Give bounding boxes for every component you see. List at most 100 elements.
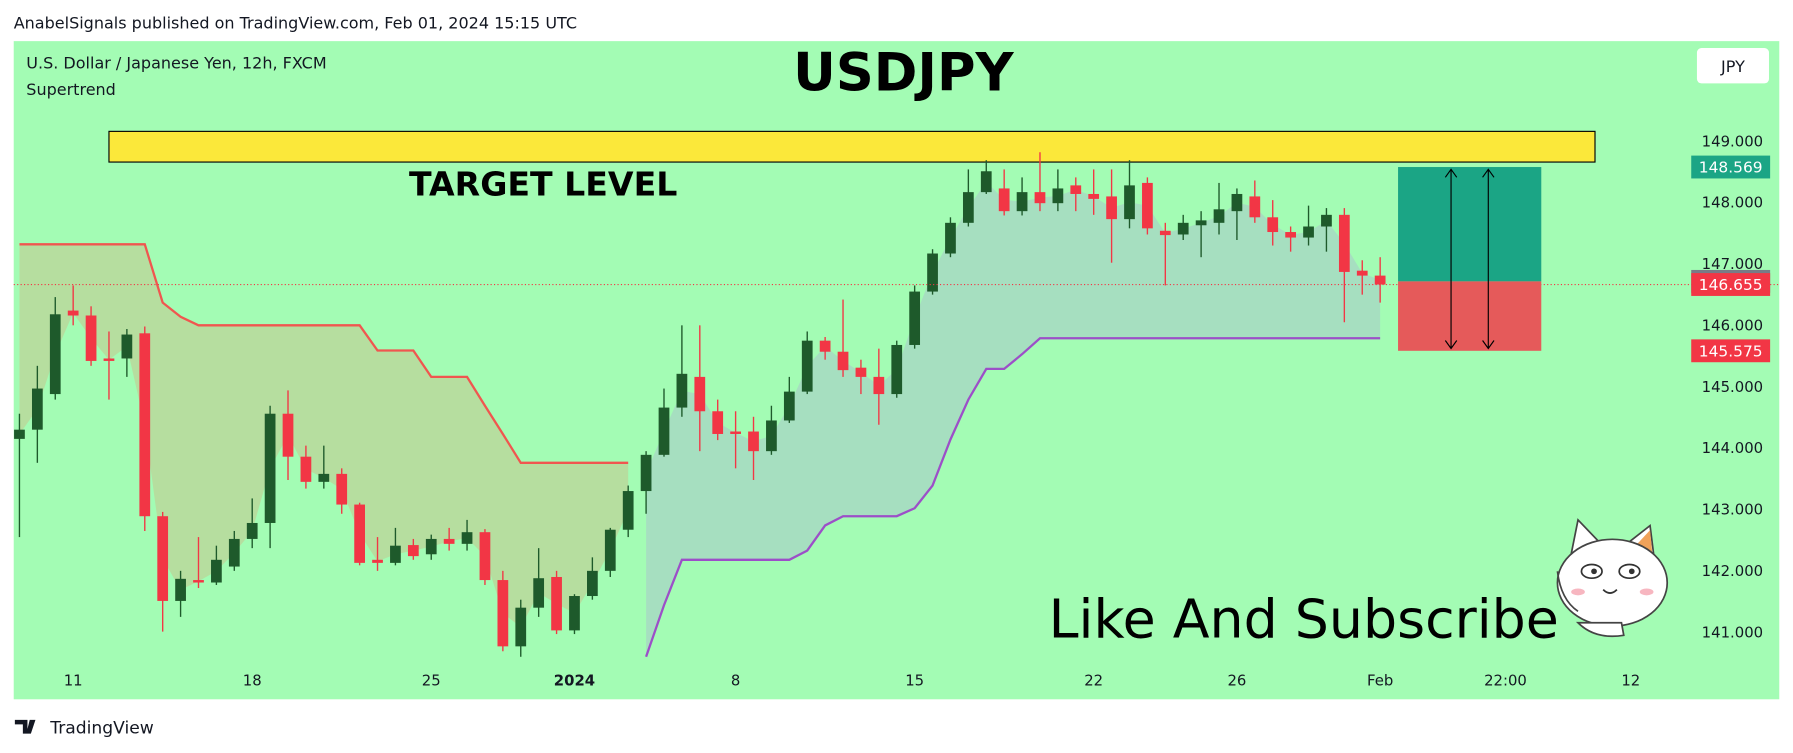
candle-body xyxy=(1106,196,1117,220)
candle-body xyxy=(1195,220,1207,226)
candle-body xyxy=(640,454,652,492)
candle-body xyxy=(837,351,849,371)
candle-body xyxy=(1267,217,1279,233)
x-tick-label: 22:00 xyxy=(1484,672,1527,690)
x-tick-label: 15 xyxy=(905,672,924,690)
candle-body xyxy=(103,358,115,361)
stop-price-tag: 145.575 xyxy=(1699,343,1763,361)
candle-body xyxy=(1321,214,1332,227)
x-tick-label: 18 xyxy=(243,672,262,690)
last-price-tag: 146.655 xyxy=(1699,276,1763,294)
target-price-tag: 148.569 xyxy=(1699,159,1763,177)
candle-body xyxy=(819,340,831,352)
candle-body xyxy=(1177,222,1189,235)
candle-body xyxy=(157,516,169,601)
candle-body xyxy=(1124,185,1135,220)
candle-body xyxy=(1231,193,1243,212)
symbol-legend: U.S. Dollar / Japanese Yen, 12h, FXCM xyxy=(26,54,326,73)
candle-body xyxy=(515,607,527,647)
candle-body xyxy=(1338,214,1350,272)
y-tick-label: 141.000 xyxy=(1702,623,1763,641)
candle-body xyxy=(569,596,580,631)
candle-body xyxy=(193,580,204,583)
candle-body xyxy=(67,310,79,316)
plot: 141.000 142.000 143.000 144.000 145.000 146.0… xyxy=(13,130,1780,690)
candle-body xyxy=(998,188,1010,212)
candle-body xyxy=(1249,196,1261,218)
supertrend-fill xyxy=(19,244,629,628)
target-label: TARGET LEVEL xyxy=(409,164,677,203)
candle-body xyxy=(748,431,759,452)
x-tick-label: 12 xyxy=(1621,672,1640,690)
candle-body xyxy=(712,411,724,434)
candle-body xyxy=(282,413,294,457)
candle-body xyxy=(694,376,706,412)
candle-body xyxy=(461,532,473,544)
annotation: Like And Subscribe xyxy=(1049,588,1559,651)
candle-body xyxy=(962,192,974,223)
x-tick-label: Feb xyxy=(1367,672,1393,690)
target-price-tag-box xyxy=(1691,155,1771,179)
currency-label[interactable]: JPY xyxy=(1720,57,1745,76)
candle-body xyxy=(1034,192,1046,204)
candle-body xyxy=(121,334,133,359)
candle-body xyxy=(587,570,598,597)
y-tick-label: 149.000 xyxy=(1702,132,1763,150)
currency-button[interactable] xyxy=(1696,47,1769,84)
candle-body xyxy=(211,559,222,583)
candle-body xyxy=(1159,230,1171,236)
publish-header: AnabelSignals published on TradingView.c… xyxy=(14,14,577,33)
x-tick-label: 8 xyxy=(731,672,740,690)
chart-title: USDJPY xyxy=(793,42,1014,103)
candle-body xyxy=(622,491,634,530)
candle-body xyxy=(801,340,813,392)
candle-body xyxy=(909,291,921,345)
candle-body xyxy=(658,407,670,455)
cat-sticker xyxy=(1556,518,1669,638)
candle-body xyxy=(604,529,616,571)
x-tick-label: 25 xyxy=(422,672,441,690)
candle-body xyxy=(49,314,61,395)
candle-body xyxy=(425,538,437,555)
y-tick-label: 142.000 xyxy=(1702,562,1763,580)
candle-body xyxy=(300,456,312,482)
supertrend-line xyxy=(645,337,1381,658)
y-tick-label: 145.000 xyxy=(1702,378,1763,396)
candle-body xyxy=(766,420,777,452)
position-loss xyxy=(1398,281,1542,351)
candle-body xyxy=(551,576,562,631)
candle-body xyxy=(730,431,741,434)
candle-body xyxy=(873,376,885,395)
target-zone xyxy=(108,130,1596,163)
candle-body xyxy=(318,473,330,482)
x-tick-label: 2024 xyxy=(554,672,595,690)
position-arrow xyxy=(1482,168,1495,350)
stop-price-tag-box xyxy=(1691,339,1771,363)
candle-body xyxy=(533,578,545,608)
candle-body xyxy=(1142,182,1153,229)
candle-body xyxy=(390,545,401,563)
position-profit xyxy=(1398,167,1542,282)
candle-body xyxy=(980,171,992,193)
candle-body xyxy=(1070,185,1082,194)
candle-body xyxy=(175,578,186,601)
candle-body xyxy=(1088,193,1100,199)
candle-body xyxy=(1052,188,1064,204)
footer-brand: TradingView xyxy=(49,719,154,739)
x-tick-label: 22 xyxy=(1084,672,1103,690)
candle-body xyxy=(855,367,867,377)
candle-body xyxy=(676,373,688,408)
y-tick-label: 143.000 xyxy=(1702,501,1763,519)
candle-body xyxy=(1016,192,1028,212)
x-tick-label: 26 xyxy=(1227,672,1246,690)
candle-body xyxy=(85,315,97,361)
candle-body xyxy=(14,429,25,439)
indicator-legend: Supertrend xyxy=(26,80,116,99)
candle-body xyxy=(443,538,455,544)
candle-body xyxy=(479,532,491,581)
y-tick-label: 148.000 xyxy=(1702,194,1763,212)
supertrend-fill xyxy=(646,181,1381,657)
candle-body xyxy=(228,538,240,567)
y-tick-label: 146.000 xyxy=(1702,316,1763,334)
